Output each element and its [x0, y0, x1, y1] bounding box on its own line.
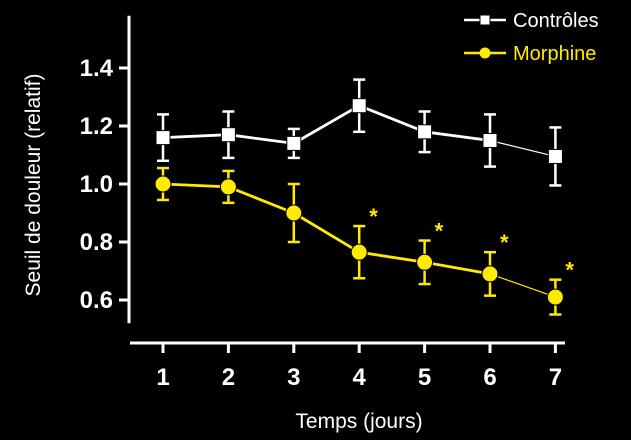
y-tick-label: 1.4 [80, 55, 114, 82]
data-point [220, 127, 236, 143]
series-line-segment [293, 104, 360, 145]
series-circle: * * * * [154, 166, 574, 316]
data-point [154, 175, 172, 193]
data-point [546, 288, 564, 306]
series-layer: * * * * [154, 78, 574, 316]
data-point [416, 253, 434, 271]
y-axis-title: Seuil de douleur (relatif) [22, 74, 45, 297]
x-axis: 1 2 3 4 5 6 7 [130, 341, 565, 391]
data-point [417, 124, 433, 140]
y-tick-label: 1.2 [80, 113, 113, 140]
series-line-segment [162, 182, 229, 189]
legend-label: Contrôles [513, 10, 599, 32]
series-line-segment [358, 250, 425, 264]
data-point [286, 135, 302, 151]
series-line-segment [489, 139, 556, 158]
significance-star: * [500, 230, 509, 255]
data-point [547, 148, 563, 164]
x-tick-label: 4 [353, 364, 367, 391]
data-point [351, 98, 367, 114]
x-tick-label: 6 [483, 364, 496, 391]
series-square [155, 78, 563, 187]
series-line-segment [424, 130, 491, 142]
series-line-segment [228, 133, 294, 145]
x-tick-label: 7 [549, 364, 562, 391]
legend-marker [479, 14, 491, 26]
x-tick-label: 5 [418, 364, 431, 391]
series-line-segment [227, 185, 295, 215]
significance-star: * [435, 219, 444, 244]
y-tick-label: 0.6 [80, 287, 113, 314]
x-tick-label: 3 [287, 364, 300, 391]
data-point [482, 133, 498, 148]
series-line-segment [358, 104, 426, 134]
legend-item: Contrôles [464, 10, 599, 32]
legend-marker [479, 47, 491, 59]
x-tick-label: 1 [156, 364, 169, 391]
data-point [155, 130, 171, 146]
series-line-segment [293, 211, 360, 254]
significance-star: * [565, 258, 574, 283]
legend: Contrôles Morphine [464, 10, 599, 65]
series-line-segment [162, 133, 229, 139]
data-point [285, 204, 303, 222]
y-tick-label: 1.0 [80, 171, 113, 198]
y-axis: 0.6 0.8 1.0 1.2 1.4 [80, 15, 131, 324]
series-line-segment [424, 260, 491, 276]
y-tick-label: 0.8 [80, 229, 113, 256]
data-point [481, 265, 499, 283]
x-tick-label: 2 [222, 364, 235, 391]
legend-label: Morphine [513, 43, 596, 65]
series-line-segment [489, 273, 556, 298]
significance-star: * [369, 204, 378, 229]
data-point [350, 243, 368, 261]
legend-item: Morphine [464, 43, 596, 65]
x-axis-title: Temps (jours) [295, 410, 422, 433]
data-point [219, 178, 237, 196]
